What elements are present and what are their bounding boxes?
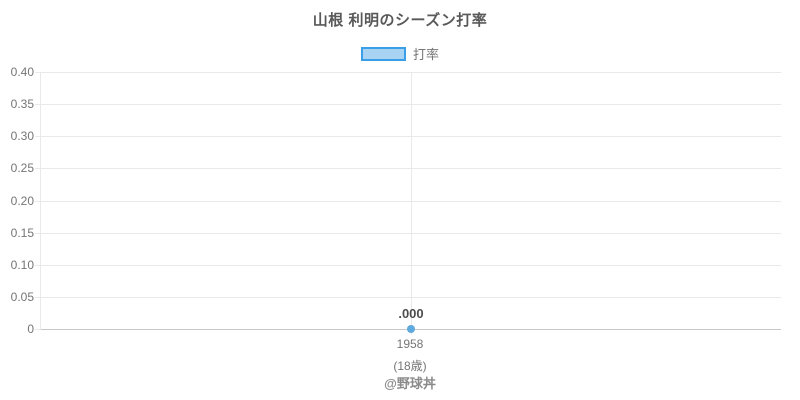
x-axis-labels: 1958 (18歳) [40,329,780,381]
legend-swatch-icon [360,46,406,61]
y-tick [35,72,41,73]
y-tick [35,296,41,298]
plot-area: .000 [35,72,781,335]
vertical-gridline [411,72,412,329]
legend: 打率 [0,44,800,63]
watermark: @野球丼 [384,376,436,391]
chart-title: 山根 利明のシーズン打率 [312,12,488,29]
y-tick-label: 0.20 [10,193,34,208]
x-tick-label: 1958 [396,337,424,351]
y-tick [35,104,41,106]
y-tick-label: 0.25 [10,161,34,176]
y-tick [35,232,41,234]
y-tick-label: 0.15 [10,225,34,240]
data-point[interactable] [407,325,415,333]
y-tick-label: 0.40 [10,65,34,79]
y-tick [35,136,41,138]
y-tick [35,329,41,330]
y-tick [35,264,41,266]
y-tick [35,168,41,170]
x-tick-sublabel: (18歳) [393,359,427,373]
y-tick-label: 0.30 [10,129,34,144]
y-tick-label: 0.35 [10,97,34,112]
legend-item-batting-average[interactable]: 打率 [360,44,439,63]
point-label: .000 [398,306,424,321]
y-tick-label: 0 [27,322,34,336]
legend-label: 打率 [412,47,439,62]
y-axis-labels: 0 0.05 0.10 0.15 0.20 0.25 0.30 0.35 0.40 [0,65,34,336]
y-tick-label: 0.05 [10,289,34,304]
y-tick-label: 0.10 [10,257,34,272]
y-tick [35,200,41,202]
